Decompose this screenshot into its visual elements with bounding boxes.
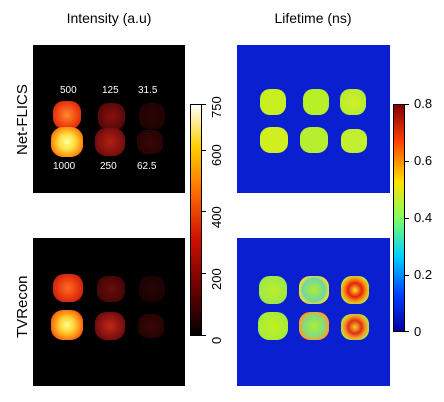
tvrecon-lifetime-panel bbox=[237, 238, 390, 386]
intensity-colorbar bbox=[190, 104, 202, 336]
lifetime-spot-31-5 bbox=[340, 89, 366, 115]
tvrecon-spot-62-5 bbox=[138, 314, 164, 338]
lifetime-colorbar bbox=[393, 104, 405, 332]
lifetime-colorbar-tick-mark bbox=[405, 275, 409, 276]
lifetime-colorbar-tick-0-4: 0.4 bbox=[414, 210, 433, 225]
tvrecon-lifetime-spot-250 bbox=[299, 312, 329, 340]
lifetime-colorbar-tick-mark bbox=[405, 218, 409, 219]
intensity-colorbar-tick-600: 600 bbox=[209, 144, 224, 166]
intensity-colorbar-tick-200: 200 bbox=[209, 268, 224, 290]
lifetime-spot-125 bbox=[303, 89, 329, 115]
intensity-label-31-5: 31.5 bbox=[138, 85, 158, 96]
tvrecon-spot-31-5 bbox=[139, 276, 165, 302]
lifetime-spot-1000 bbox=[260, 127, 288, 153]
lifetime-colorbar-tick-0-6: 0.6 bbox=[414, 153, 433, 168]
intensity-label-125: 125 bbox=[102, 85, 119, 96]
intensity-spot-62-5 bbox=[137, 130, 163, 154]
intensity-colorbar-tick-0: 0 bbox=[209, 336, 224, 344]
intensity-spot-125 bbox=[98, 103, 125, 130]
lifetime-title: Lifetime (ns) bbox=[274, 10, 352, 26]
intensity-colorbar-tick-400: 400 bbox=[209, 206, 224, 228]
lifetime-colorbar-tick-0-8: 0.8 bbox=[414, 96, 433, 111]
lifetime-spot-500 bbox=[260, 89, 286, 115]
intensity-spot-500 bbox=[53, 101, 81, 129]
lifetime-colorbar-tick-0-2: 0.2 bbox=[414, 267, 433, 282]
intensity-title: Intensity (a.u) bbox=[66, 10, 152, 26]
tvrecon-lifetime-spot-31-5 bbox=[341, 276, 369, 304]
tvrecon-intensity-panel bbox=[33, 238, 185, 386]
lifetime-colorbar-tick-0: 0 bbox=[414, 324, 422, 339]
row-label-net-flics: Net-FLICS bbox=[14, 84, 31, 155]
net-flics-lifetime-panel bbox=[237, 45, 390, 193]
tvrecon-lifetime-spot-125 bbox=[299, 276, 329, 304]
intensity-colorbar-tick-mark bbox=[202, 273, 206, 274]
tvrecon-spot-250 bbox=[95, 312, 125, 340]
intensity-label-1000: 1000 bbox=[53, 161, 76, 172]
net-flics-intensity-panel: 500 125 31.5 1000 250 62.5 bbox=[33, 45, 185, 193]
tvrecon-spot-500 bbox=[53, 274, 83, 302]
intensity-label-500: 500 bbox=[60, 85, 77, 96]
intensity-spot-31-5 bbox=[139, 103, 165, 129]
intensity-spot-250 bbox=[95, 128, 125, 156]
intensity-label-62-5: 62.5 bbox=[137, 161, 157, 172]
intensity-spot-1000 bbox=[51, 127, 83, 157]
lifetime-colorbar-tick-mark bbox=[405, 331, 409, 332]
intensity-label-250: 250 bbox=[100, 161, 117, 172]
tvrecon-spot-125 bbox=[97, 276, 125, 302]
tvrecon-lifetime-spot-1000 bbox=[258, 312, 288, 340]
lifetime-colorbar-tick-mark bbox=[405, 161, 409, 162]
lifetime-spot-62-5 bbox=[341, 129, 367, 153]
lifetime-spot-250 bbox=[300, 127, 328, 153]
intensity-colorbar-tick-mark bbox=[202, 104, 206, 105]
intensity-colorbar-tick-mark bbox=[202, 335, 206, 336]
tvrecon-lifetime-spot-500 bbox=[259, 276, 287, 304]
intensity-colorbar-tick-750: 750 bbox=[209, 96, 224, 118]
tvrecon-spot-1000 bbox=[51, 310, 83, 340]
row-label-tvrecon: TVRecon bbox=[14, 275, 31, 338]
lifetime-colorbar-tick-mark bbox=[405, 104, 409, 105]
intensity-colorbar-tick-mark bbox=[202, 211, 206, 212]
intensity-colorbar-tick-mark bbox=[202, 150, 206, 151]
tvrecon-lifetime-spot-62-5 bbox=[341, 314, 369, 340]
